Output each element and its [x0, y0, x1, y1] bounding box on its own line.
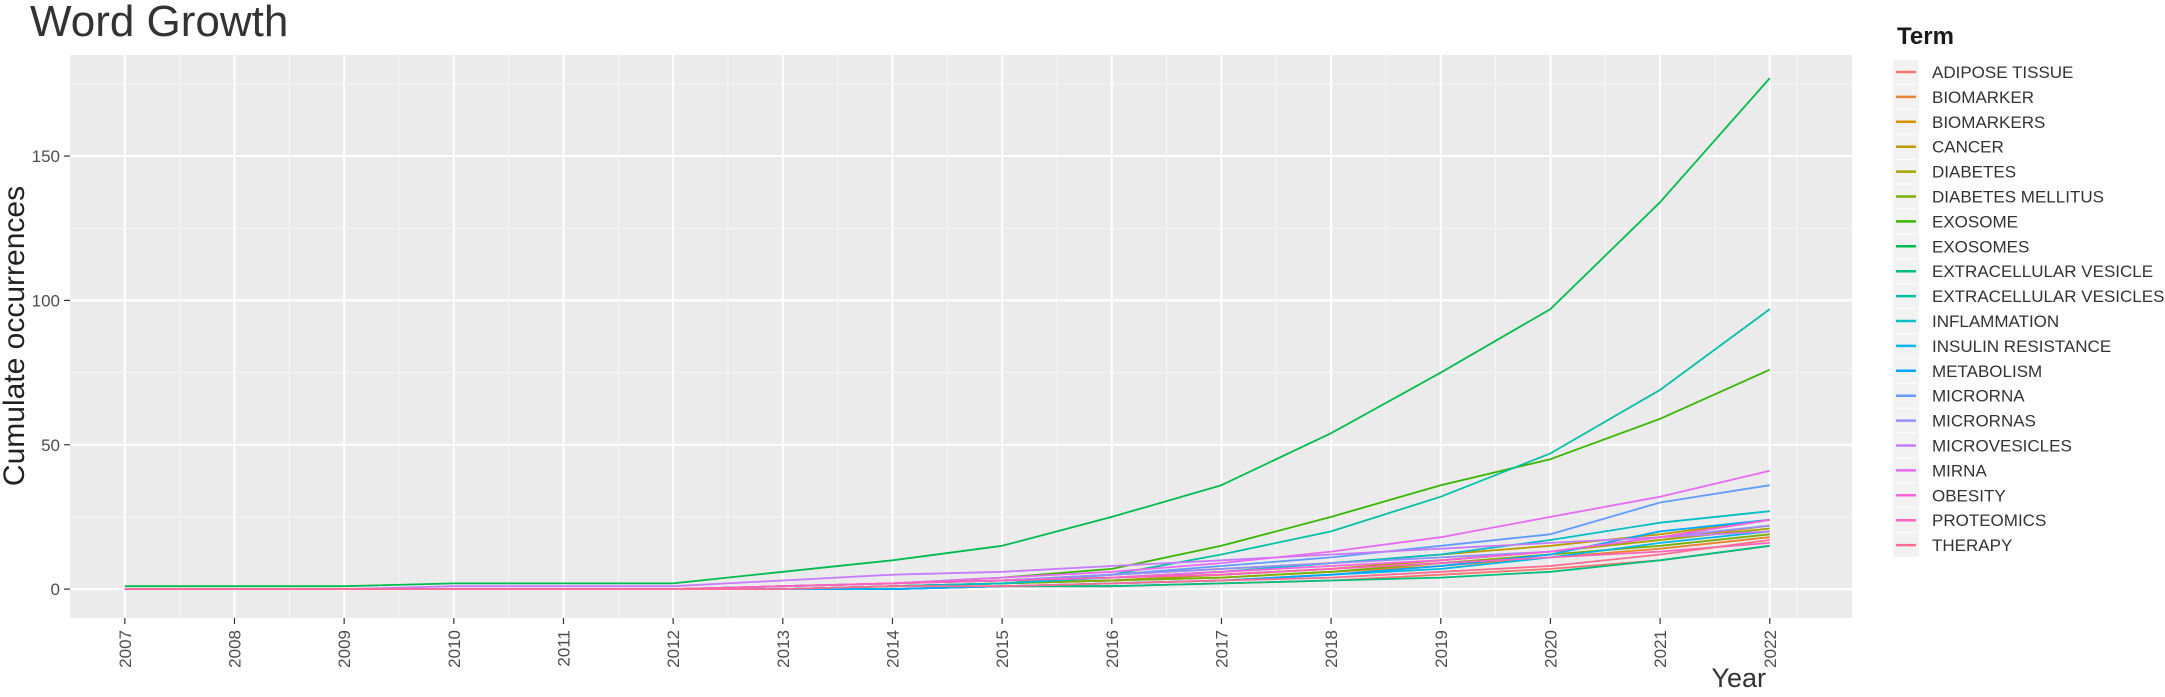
x-tick-label: 2015 — [993, 630, 1012, 668]
y-tick-label: 0 — [51, 580, 60, 599]
minor-gridlines — [70, 55, 1852, 618]
legend-label: INFLAMMATION — [1932, 312, 2059, 331]
x-axis: 2007 2008 2009 2010 2011 2012 2013 2014 2015 2016… — [116, 618, 1780, 668]
x-axis-label: Year — [1711, 663, 1766, 693]
legend-label: EXOSOME — [1932, 212, 2018, 231]
y-axis: 0 50 100 150 — [32, 147, 70, 599]
series-line — [124, 530, 1770, 590]
x-tick-label: 2011 — [554, 630, 573, 667]
x-tick-label: 2020 — [1541, 630, 1560, 668]
legend-label: METABOLISM — [1932, 362, 2042, 381]
series-lines — [124, 77, 1771, 590]
x-tick-label: 2018 — [1322, 630, 1341, 668]
legend-label: OBESITY — [1932, 486, 2006, 505]
plot-panel — [70, 55, 1852, 618]
legend-label: MICRORNAS — [1932, 412, 2036, 431]
legend-label: ADIPOSE TISSUE — [1932, 63, 2073, 82]
x-tick-label: 2010 — [445, 630, 464, 668]
legend-label: PROTEOMICS — [1932, 511, 2046, 530]
y-tick-label: 50 — [41, 436, 60, 455]
x-tick-label: 2009 — [335, 630, 354, 668]
x-tick-label: 2013 — [774, 630, 793, 668]
legend-label: BIOMARKER — [1932, 88, 2034, 107]
x-tick-label: 2017 — [1212, 630, 1231, 668]
y-axis-label: Cumulate occurrences — [0, 186, 31, 486]
x-tick-label: 2016 — [1103, 630, 1122, 668]
x-tick-label: 2022 — [1761, 630, 1780, 668]
x-tick-label: 2019 — [1432, 630, 1451, 668]
legend-label: DIABETES — [1932, 163, 2016, 182]
x-tick-label: 2012 — [664, 630, 683, 668]
legend-label: CANCER — [1932, 138, 2004, 157]
legend-label: BIOMARKERS — [1932, 113, 2045, 132]
series-line — [124, 539, 1770, 590]
legend-label: EXOSOMES — [1932, 237, 2029, 256]
x-tick-label: 2021 — [1651, 630, 1670, 668]
legend-label: EXTRACELLULAR VESICLES — [1932, 287, 2164, 306]
legend-label: EXTRACELLULAR VESICLE — [1932, 262, 2153, 281]
x-tick-label: 2014 — [883, 630, 902, 668]
chart-title: Word Growth — [30, 0, 288, 46]
major-gridlines — [70, 55, 1852, 618]
x-tick-label: 2008 — [225, 630, 244, 668]
legend: ADIPOSE TISSUE BIOMARKER BIOMARKERS CANCER D… — [1893, 60, 2164, 558]
y-tick-label: 150 — [32, 147, 60, 166]
legend-label: INSULIN RESISTANCE — [1932, 337, 2111, 356]
legend-label: MIRNA — [1932, 461, 1987, 480]
legend-label: MICROVESICLES — [1932, 437, 2072, 456]
series-line — [124, 77, 1771, 588]
legend-label: DIABETES MELLITUS — [1932, 188, 2104, 207]
legend-title: Term — [1897, 23, 1954, 50]
legend-label: THERAPY — [1932, 536, 2012, 555]
legend-label: MICRORNA — [1932, 387, 2025, 406]
y-tick-label: 100 — [32, 291, 60, 310]
x-tick-label: 2007 — [116, 630, 135, 668]
